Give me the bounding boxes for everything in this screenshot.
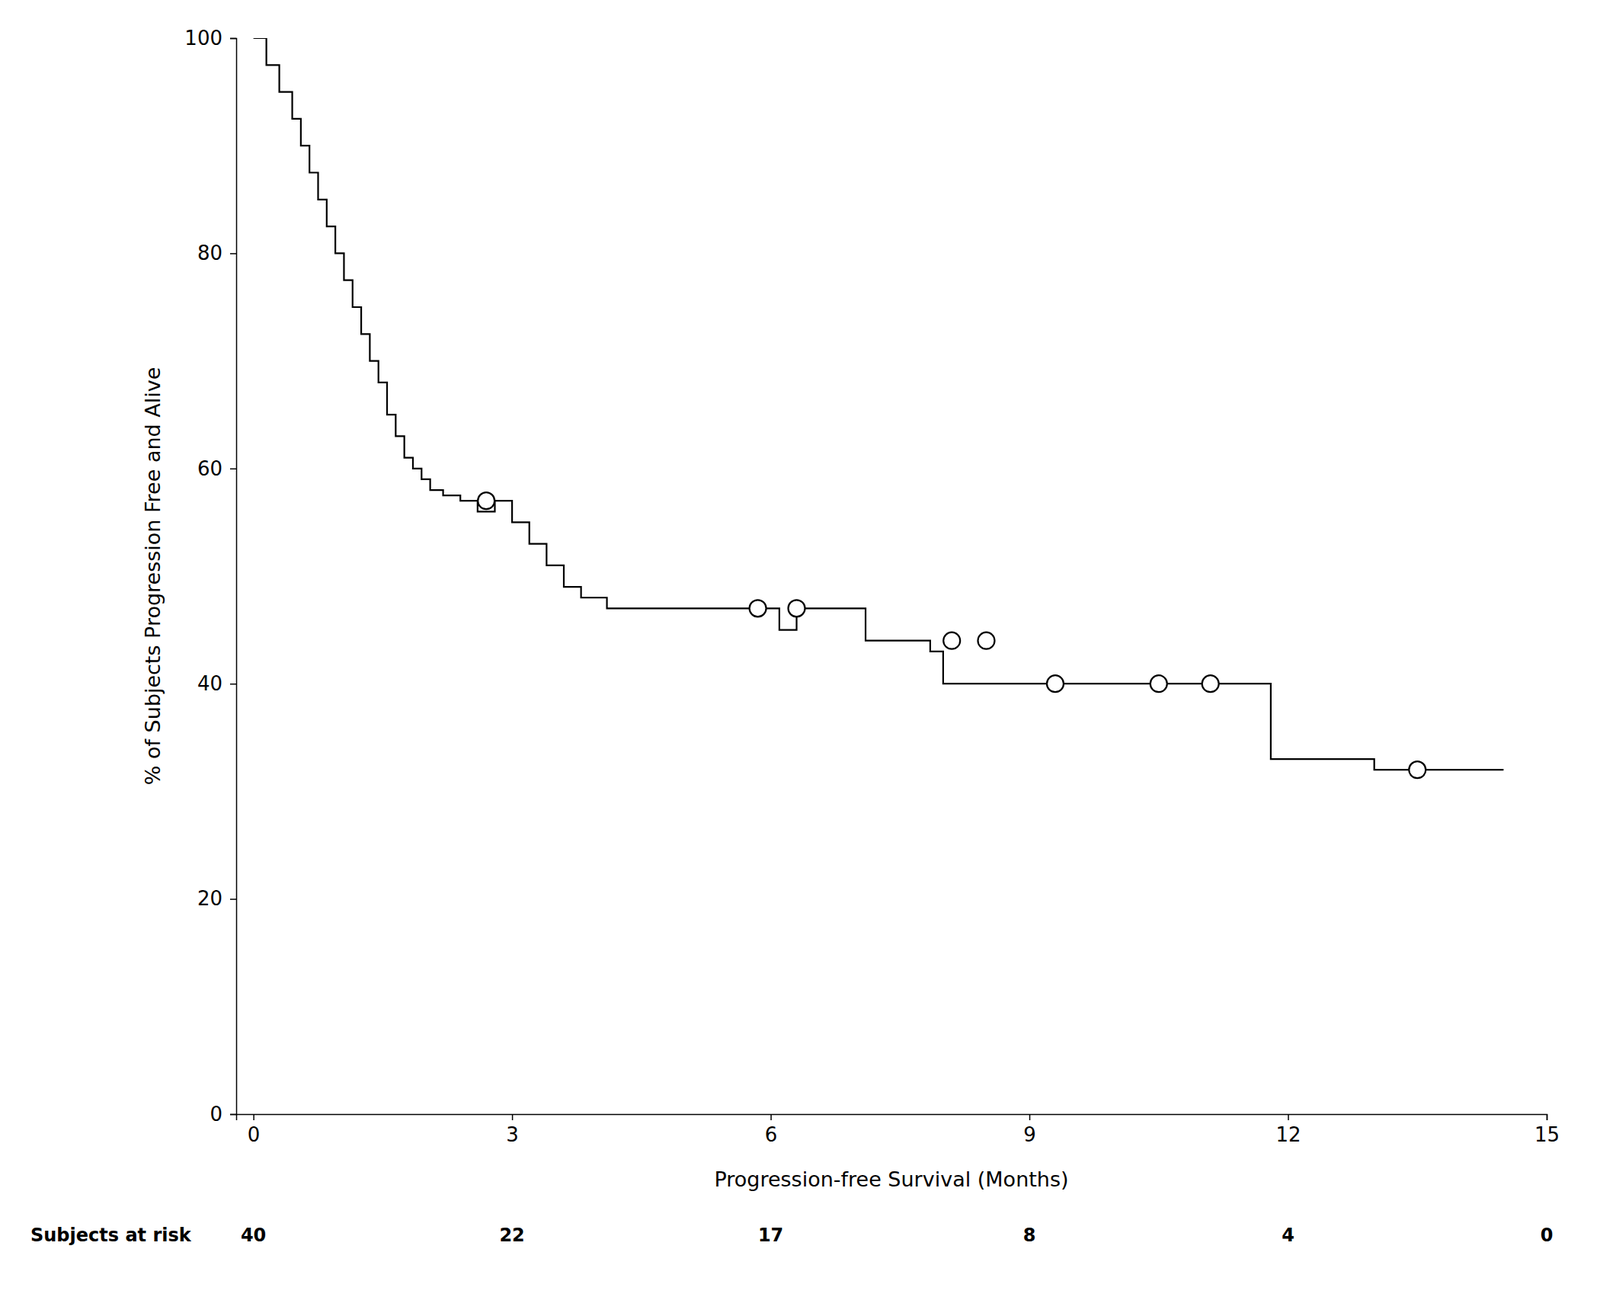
tick-mark (1029, 1113, 1031, 1120)
tick-label: 40 (197, 672, 223, 695)
tick-mark (230, 38, 237, 40)
tick-label: 12 (1275, 1123, 1301, 1146)
tick-label: 3 (505, 1123, 519, 1146)
tick-mark (252, 1113, 255, 1120)
survival-curve (253, 38, 1504, 770)
censor-mark (1046, 675, 1064, 692)
tick-label: 9 (1023, 1123, 1037, 1146)
censor-mark (788, 599, 806, 617)
tick-mark (230, 683, 237, 685)
x-axis-title: Progression-free Survival (Months) (713, 1167, 1069, 1191)
tick-label: 0 (209, 1102, 223, 1126)
tick-mark (1546, 1113, 1549, 1120)
risk-table: Subjects at risk402217840 (30, 1224, 1553, 1246)
censor-mark (1150, 675, 1168, 692)
tick: 40 (197, 672, 237, 695)
tick: 80 (197, 241, 237, 265)
tick-label: 0 (247, 1123, 261, 1146)
chart: 03691215020406080100Progression-free Sur… (0, 0, 1600, 1297)
plot-area (253, 38, 1504, 778)
x-axis-line (236, 1114, 1548, 1121)
risk-count: 40 (240, 1224, 266, 1246)
tick-mark (230, 468, 237, 471)
y-axis: 0 20 40 60 80 100 (184, 26, 237, 1126)
tick-label: 15 (1534, 1123, 1560, 1146)
censor-mark (477, 492, 495, 509)
tick-mark (230, 898, 237, 900)
tick: 100 (184, 26, 237, 50)
tick: 15 (1534, 1113, 1560, 1146)
tick: 3 (505, 1113, 519, 1146)
censor-mark (977, 632, 995, 650)
tick-label: 100 (184, 26, 223, 50)
x-axis: 0 3 6 9 12 15 (236, 1113, 1561, 1146)
censor-mark (1408, 761, 1426, 778)
censor-mark (749, 599, 767, 617)
tick: 6 (764, 1113, 778, 1146)
tick: 20 (197, 886, 237, 910)
risk-count: 8 (1023, 1224, 1037, 1246)
risk-label: Subjects at risk (30, 1224, 192, 1246)
risk-count: 4 (1281, 1224, 1295, 1246)
censor-mark (943, 632, 960, 650)
tick-label: 60 (197, 457, 223, 480)
y-axis-line (230, 38, 237, 1115)
risk-count: 17 (758, 1224, 784, 1246)
y-axis-title: % of Subjects Progression Free and Alive (140, 367, 165, 786)
tick-mark (512, 1113, 514, 1120)
tick: 12 (1275, 1113, 1301, 1146)
tick-label: 20 (197, 886, 223, 910)
tick-mark (230, 252, 237, 255)
tick: 60 (197, 457, 237, 480)
tick: 0 (209, 1102, 237, 1126)
tick: 9 (1023, 1113, 1037, 1146)
tick-label: 80 (197, 241, 223, 265)
tick-mark (770, 1113, 772, 1120)
tick-label: 6 (764, 1123, 778, 1146)
censor-mark (1202, 675, 1220, 692)
tick-mark (230, 1113, 237, 1116)
risk-count: 22 (499, 1224, 525, 1246)
tick-mark (1287, 1113, 1290, 1120)
risk-count: 0 (1540, 1224, 1554, 1246)
tick: 0 (247, 1113, 261, 1146)
